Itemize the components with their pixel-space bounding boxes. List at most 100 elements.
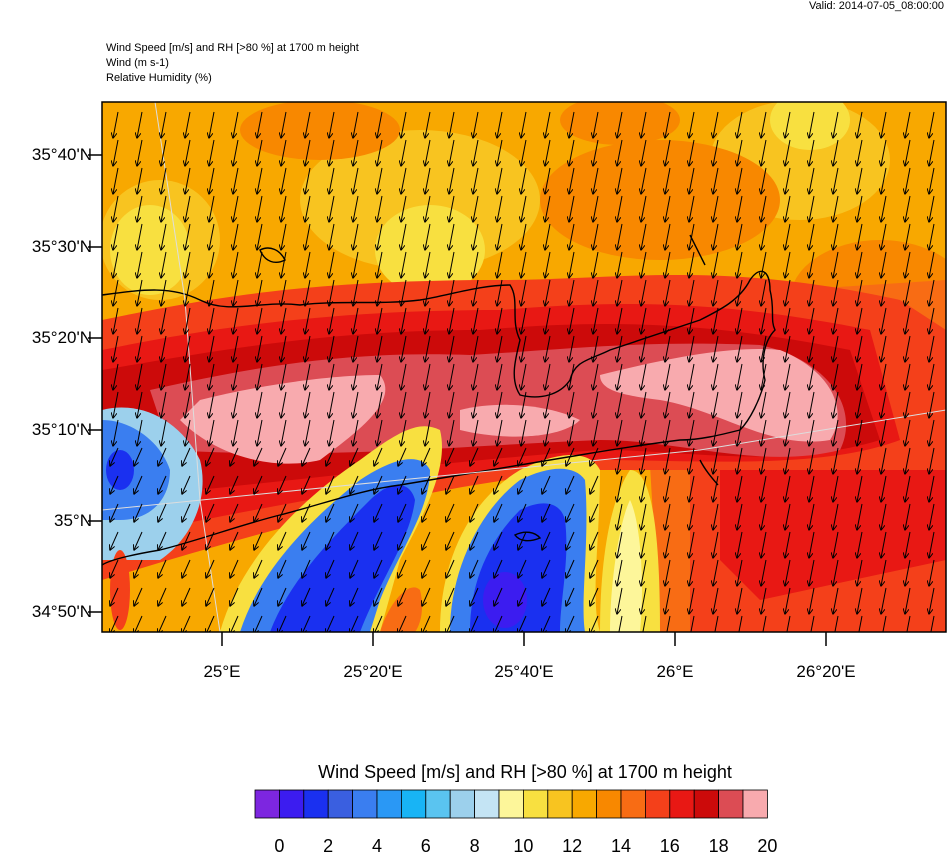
wind-arrow xyxy=(302,559,311,578)
wind-arrow xyxy=(401,167,407,194)
wind-arrow xyxy=(521,363,527,390)
wind-arrow xyxy=(785,531,791,558)
wind-arrow xyxy=(353,363,359,390)
colorbar-swatch xyxy=(645,789,671,819)
wind-arrow xyxy=(761,587,767,614)
wind-arrow xyxy=(785,503,791,530)
wind-arrow xyxy=(881,139,887,166)
wind-arrow xyxy=(713,531,719,558)
wind-arrow xyxy=(542,503,551,522)
wind-arrow xyxy=(305,307,311,334)
wind-arrow xyxy=(305,195,311,222)
wind-arrow xyxy=(785,167,791,194)
wind-arrow xyxy=(137,419,143,446)
wind-arrow xyxy=(905,531,911,558)
wind-arrow xyxy=(521,419,527,446)
wind-arrow xyxy=(518,559,527,578)
lon-label: 25°20'E xyxy=(343,662,403,681)
wind-arrow xyxy=(326,475,335,494)
wind-arrow xyxy=(110,559,119,578)
wind-arrow xyxy=(161,223,167,250)
wind-arrow xyxy=(929,139,935,166)
wind-arrow xyxy=(209,195,215,222)
wind-arrow xyxy=(401,335,407,362)
wind-arrow xyxy=(761,111,767,138)
wind-arrow xyxy=(401,251,407,278)
wind-arrow xyxy=(542,447,551,466)
wind-arrow xyxy=(905,195,911,222)
wind-arrow xyxy=(281,335,287,362)
wind-arrow xyxy=(473,111,479,138)
wind-arrow xyxy=(281,363,287,390)
lon-label: 25°E xyxy=(203,662,241,681)
wind-arrow xyxy=(137,363,143,390)
wind-arrow xyxy=(569,139,575,166)
wind-arrow xyxy=(209,391,215,418)
wind-arrow xyxy=(761,531,767,558)
wind-arrow xyxy=(425,391,431,418)
wind-arrow xyxy=(182,503,191,522)
wind-arrow xyxy=(569,223,575,250)
wind-arrow xyxy=(278,559,287,578)
wind-arrow xyxy=(398,447,407,466)
wind-arrow xyxy=(182,447,191,466)
wind-arrow xyxy=(545,279,551,306)
wind-arrow xyxy=(786,615,791,632)
wind-arrow xyxy=(713,111,719,138)
wind-arrow xyxy=(422,531,431,550)
wind-arrow xyxy=(470,447,479,466)
colorbar-title: Wind Speed [m/s] and RH [>80 %] at 1700 … xyxy=(318,762,732,782)
wind-arrow xyxy=(326,503,335,522)
wind-arrow xyxy=(737,419,743,446)
wind-arrow xyxy=(137,251,143,278)
wind-arrow xyxy=(785,195,791,222)
wind-arrow xyxy=(929,475,935,502)
wind-arrow xyxy=(257,195,263,222)
wind-arrow xyxy=(569,251,575,278)
wind-arrow xyxy=(617,279,623,306)
wind-arrow xyxy=(230,447,239,466)
wind-arrow xyxy=(281,307,287,334)
wind-arrow xyxy=(161,307,167,334)
wind-arrow xyxy=(422,447,431,466)
wind-arrow xyxy=(521,391,527,418)
wind-arrow xyxy=(233,251,239,278)
wind-arrow xyxy=(569,167,575,194)
wind-arrow xyxy=(929,223,935,250)
wind-arrow xyxy=(470,615,479,632)
wind-arrow xyxy=(833,223,839,250)
wind-arrow xyxy=(542,531,551,550)
wind-arrow xyxy=(641,503,647,530)
wind-arrow xyxy=(590,587,599,606)
wind-arrow xyxy=(545,307,551,334)
wind-arrow xyxy=(761,503,767,530)
wind-arrow xyxy=(737,587,743,614)
wind-arrow xyxy=(206,503,215,522)
wind-arrow xyxy=(542,475,551,494)
wind-arrow xyxy=(230,559,239,578)
wind-arrow xyxy=(809,559,815,586)
wind-arrow xyxy=(254,587,263,606)
wind-arrow xyxy=(353,391,359,418)
wind-arrow xyxy=(518,503,527,522)
wind-arrow xyxy=(278,615,287,632)
wind-arrow xyxy=(209,307,215,334)
wind-arrow xyxy=(377,195,383,222)
wind-arrow xyxy=(302,475,311,494)
wind-arrow xyxy=(593,419,599,446)
wind-arrow xyxy=(593,307,599,334)
wind-arrow xyxy=(353,419,359,446)
wind-arrow xyxy=(209,251,215,278)
wind-arrow xyxy=(641,139,647,166)
wind-arrow xyxy=(281,167,287,194)
wind-arrow xyxy=(422,559,431,578)
wind-arrow xyxy=(182,587,191,606)
wind-arrow xyxy=(305,223,311,250)
wind-arrow xyxy=(737,531,743,558)
wind-arrow xyxy=(521,195,527,222)
wind-arrow xyxy=(881,111,887,138)
wind-arrow xyxy=(233,307,239,334)
wind-arrow xyxy=(761,223,767,250)
lon-label: 26°20'E xyxy=(796,662,856,681)
wind-arrow xyxy=(446,447,455,466)
